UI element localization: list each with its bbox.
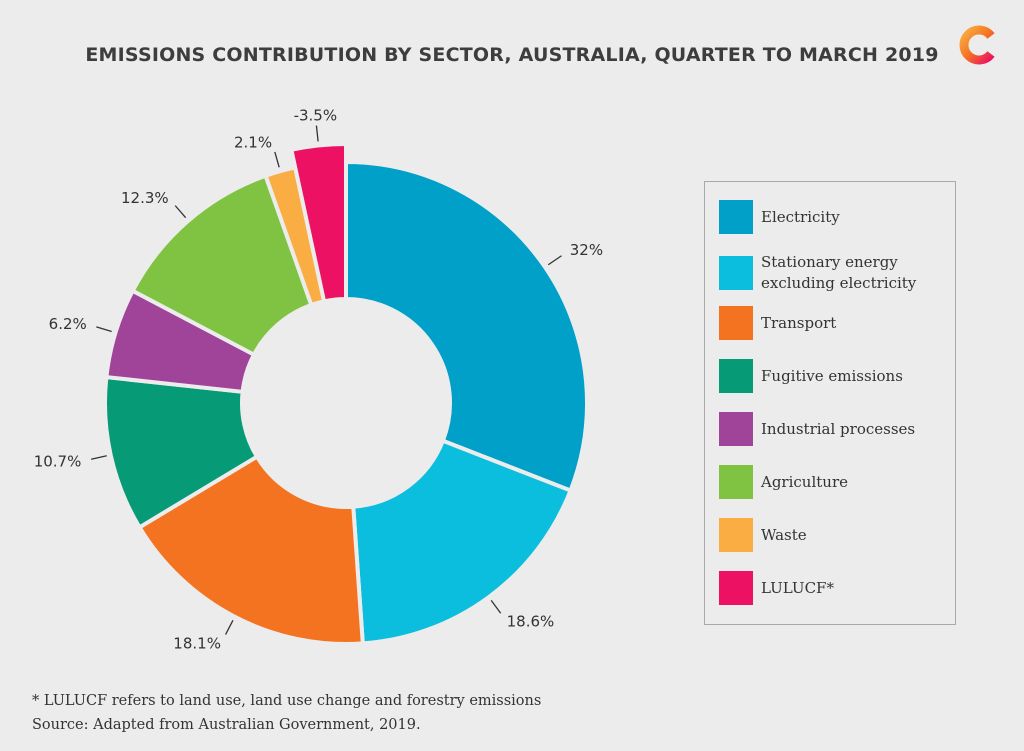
legend-swatch [719,571,753,605]
legend-item: Transport [719,306,949,340]
leader-line [315,125,319,142]
legend-label: Electricity [761,207,840,226]
legend-label: Fugitive emissions [761,366,903,385]
label-leader-lines [90,125,562,635]
leader-line [224,620,234,635]
legend-item: Electricity [719,200,949,234]
legend-item: Waste [719,518,949,552]
legend: Electricity Stationary energy excluding e… [704,181,956,625]
slice-value-label: 10.7% [34,452,82,470]
leader-line [274,151,280,168]
chart-title: EMISSIONS CONTRIBUTION BY SECTOR, AUSTRA… [85,44,939,66]
donut-slice [136,453,365,646]
legend-swatch [719,412,753,446]
legend-label: Industrial processes [761,419,916,438]
legend-swatch [719,200,753,234]
leader-line [96,326,112,333]
legend-item: Stationary energy excluding electricity [719,252,949,294]
legend-item: Fugitive emissions [719,359,949,393]
donut-slice [344,159,589,494]
leader-line [547,255,562,266]
donut-slices [103,141,589,646]
slice-value-label: 6.2% [49,315,87,333]
source-note: Source: Adapted from Australian Governme… [32,717,421,733]
legend-swatch [719,359,753,393]
footnote: * LULUCF refers to land use, land use ch… [32,693,542,709]
legend-item: Agriculture [719,465,949,499]
legend-label: Stationary energy excluding electricity [761,253,917,292]
slice-value-label: -3.5% [294,107,338,125]
legend-swatch [719,518,753,552]
leader-line [90,455,107,460]
donut-slice [103,374,260,531]
donut-chart: 32% 18.6% 18.1% 10.7% 6.2% 12.3% 2.1% -3.5% [34,107,603,653]
legend-label: Agriculture [761,472,848,491]
legend-item: LULUCF* [719,571,949,605]
legend-swatch [719,465,753,499]
legend-label: Transport [761,313,837,332]
leader-line [490,599,502,614]
conversation-c-logo-icon [959,25,995,65]
slice-value-label: 18.6% [507,612,555,630]
donut-slice [351,438,574,646]
legend-swatch [719,256,753,290]
slice-value-label: 12.3% [121,189,169,207]
legend-label: LULUCF* [761,578,834,597]
slice-value-label: 32% [570,241,603,259]
leader-line [174,205,187,219]
legend-swatch [719,306,753,340]
donut-slice [289,141,348,304]
slice-value-label: 18.1% [173,634,221,652]
slice-value-labels: 32% 18.6% 18.1% 10.7% 6.2% 12.3% 2.1% -3.5% [34,107,603,653]
legend-label: Waste [761,525,807,544]
legend-item: Industrial processes [719,412,949,446]
slice-value-label: 2.1% [234,133,272,151]
